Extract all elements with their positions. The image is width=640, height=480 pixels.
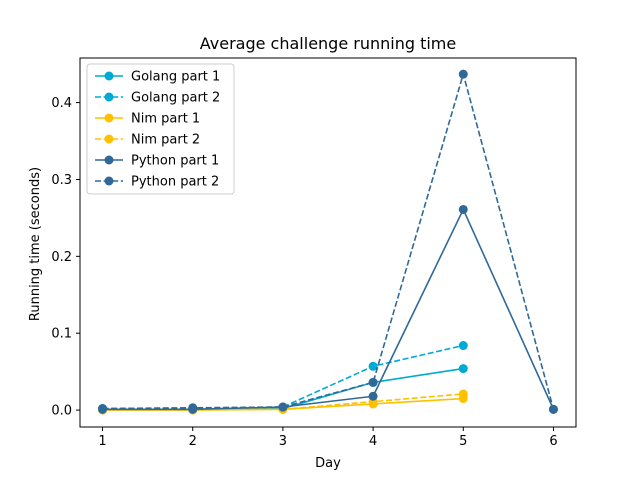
y-axis-label: Running time (seconds) (28, 167, 43, 321)
legend-label: Nim part 2 (131, 133, 200, 148)
x-tick-label: 2 (189, 434, 197, 449)
data-point (368, 361, 378, 371)
legend-marker (104, 92, 114, 102)
data-point (368, 377, 378, 387)
legend-item: Golang part 1 (95, 70, 220, 85)
legend-item: Python part 1 (95, 154, 219, 169)
legend-item: Nim part 2 (95, 133, 200, 148)
y-tick-label: 0.2 (51, 250, 72, 265)
data-point (188, 403, 198, 413)
x-tick-label: 3 (279, 434, 287, 449)
series-5 (98, 69, 558, 414)
x-tick-label: 6 (549, 434, 557, 449)
data-point (458, 364, 468, 374)
legend-box (86, 63, 235, 195)
legend-item: Golang part 2 (95, 91, 220, 106)
series-line (102, 73, 555, 410)
y-tick-label: 0.0 (51, 404, 72, 419)
chart-title: Average challenge running time (200, 34, 456, 53)
x-tick-label: 5 (459, 434, 467, 449)
x-tick-label: 4 (369, 434, 377, 449)
legend-label: Nim part 1 (131, 112, 200, 127)
data-point (458, 389, 468, 399)
x-tick-label: 1 (98, 434, 106, 449)
y-tick-label: 0.4 (51, 96, 72, 111)
legend-marker (104, 155, 114, 165)
legend-label: Python part 1 (131, 154, 219, 169)
legend-marker (104, 113, 114, 123)
series-line (102, 344, 464, 410)
legend: Golang part 1 Golang part 2 Nim part 1 Nim … (86, 63, 235, 195)
legend-item: Python part 2 (95, 175, 219, 190)
data-point (368, 391, 378, 401)
x-axis-label: Day (315, 456, 341, 471)
data-point (458, 69, 468, 79)
data-point (548, 404, 558, 414)
data-point (98, 404, 108, 414)
legend-marker (104, 176, 114, 186)
y-tick-label: 0.1 (51, 327, 72, 342)
series-line (102, 208, 555, 411)
legend-label: Golang part 2 (131, 91, 220, 106)
series-line (102, 393, 464, 411)
legend-label: Python part 2 (131, 175, 219, 190)
data-point (278, 402, 288, 412)
series-4 (98, 204, 558, 414)
plot-frame (79, 57, 577, 428)
legend-marker (104, 134, 114, 144)
data-point (458, 341, 468, 351)
y-tick-label: 0.3 (51, 173, 72, 188)
data-point (458, 204, 468, 214)
legend-item: Nim part 1 (95, 112, 200, 127)
legend-marker (104, 71, 114, 81)
legend-label: Golang part 1 (131, 70, 220, 85)
